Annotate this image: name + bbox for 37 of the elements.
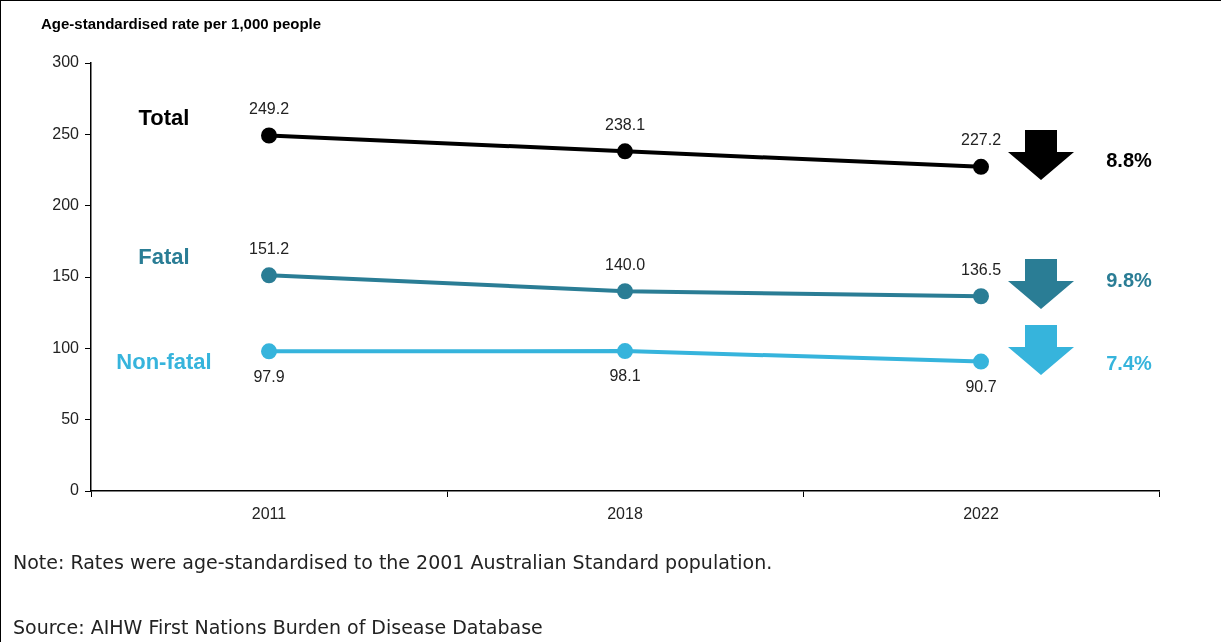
point bbox=[973, 288, 989, 305]
y-tick-label: 50 bbox=[61, 410, 80, 428]
data-label: 98.1 bbox=[609, 367, 641, 385]
data-label: 249.2 bbox=[248, 99, 290, 117]
text: Note: Rates were age-standardised to the 2001 Australian Standard population. bbox=[13, 551, 773, 573]
text: Non-fatal bbox=[116, 349, 212, 375]
annotation: 8.8% bbox=[1106, 149, 1153, 172]
point bbox=[617, 143, 633, 160]
data-label: 90.7 bbox=[965, 378, 997, 396]
data-label: 227.2 bbox=[960, 131, 1002, 149]
x-tick-label: 2018 bbox=[607, 505, 643, 523]
annotation: 7.4% bbox=[1106, 352, 1153, 375]
y-tick-label: 300 bbox=[52, 53, 80, 71]
y-axis-title: Age-standardised rate per 1,000 people bbox=[41, 15, 322, 32]
x-tick-label: 2011 bbox=[251, 505, 287, 523]
source-note: Source: AIHW First Nations Burden of Disease Database bbox=[13, 616, 543, 638]
point bbox=[617, 283, 633, 300]
point bbox=[261, 127, 277, 144]
x-tick-label: 2022 bbox=[963, 505, 999, 523]
y-tick-label: 0 bbox=[70, 481, 80, 499]
point bbox=[261, 343, 277, 360]
y-tick-label: 250 bbox=[52, 124, 80, 142]
y-tick-label: 100 bbox=[52, 338, 80, 356]
point bbox=[973, 353, 989, 370]
y-tick-label: 200 bbox=[52, 196, 80, 214]
annotation: 9.8% bbox=[1106, 268, 1153, 291]
point bbox=[617, 343, 633, 360]
data-label: 136.5 bbox=[960, 260, 1002, 278]
text: Total bbox=[138, 104, 190, 130]
data-label: 238.1 bbox=[604, 115, 646, 133]
data-label: 97.9 bbox=[253, 367, 285, 385]
y-tick-label: 150 bbox=[52, 267, 80, 285]
point bbox=[973, 158, 989, 175]
data-label: 151.2 bbox=[248, 239, 290, 257]
point bbox=[261, 267, 277, 284]
text: Fatal bbox=[138, 244, 190, 270]
data-label: 140.0 bbox=[604, 255, 646, 273]
